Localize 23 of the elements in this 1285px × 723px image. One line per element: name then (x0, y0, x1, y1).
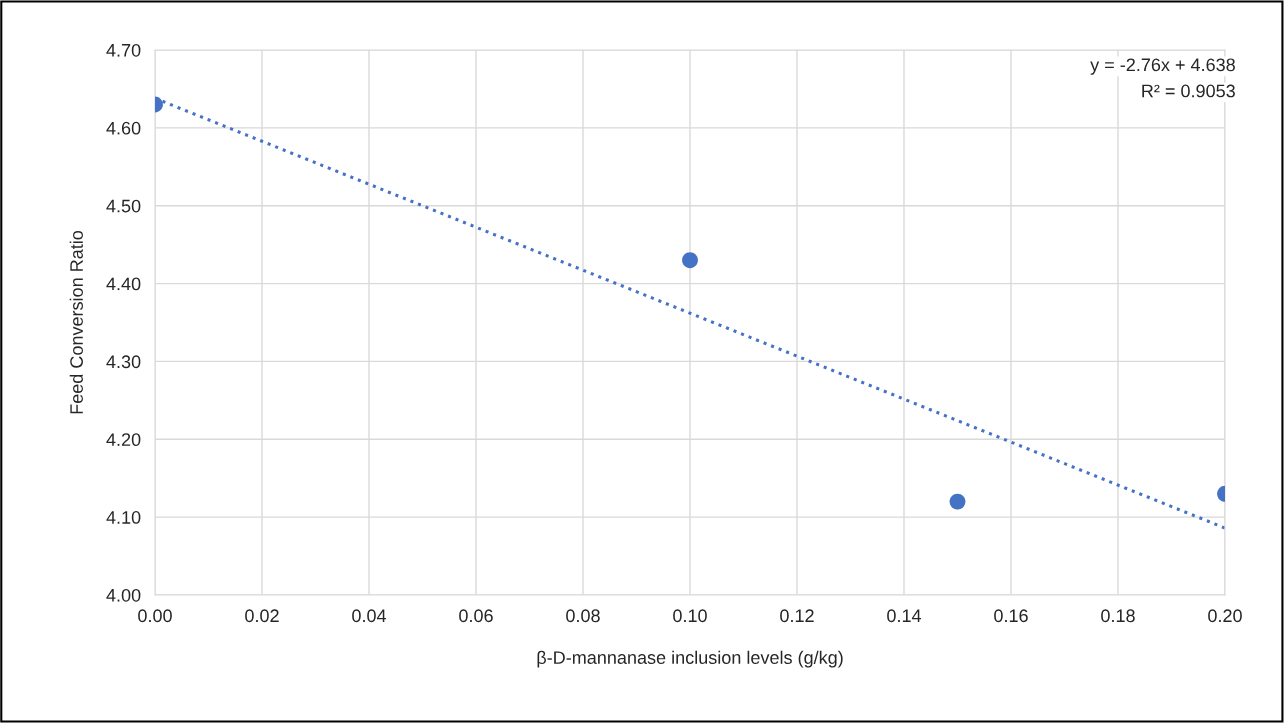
x-tick-label: 0.20 (1208, 609, 1242, 623)
x-tick-label: 0.08 (566, 609, 600, 623)
x-tick-label: 0.18 (1101, 609, 1135, 623)
y-axis-title: Feed Conversion Ratio (69, 230, 83, 414)
x-tick-label: 0.02 (245, 609, 279, 623)
x-tick-label: 0.06 (459, 609, 493, 623)
y-tick-label: 4.50 (106, 199, 141, 213)
y-tick-label: 4.20 (106, 433, 141, 447)
y-tick-label: 4.10 (106, 511, 141, 524)
y-tick-label: 4.30 (106, 355, 141, 369)
x-axis-title: β-D-mannanase inclusion levels (g/kg) (537, 650, 843, 668)
x-tick-label: 0.12 (780, 609, 814, 623)
y-tick-label: 4.40 (106, 277, 141, 291)
y-tick-label: 4.70 (106, 43, 141, 57)
y-tick-label: 4.60 (106, 121, 141, 135)
x-tick-label: 0.00 (138, 609, 172, 623)
x-tick-label: 0.14 (887, 609, 922, 623)
x-tick-label: 0.10 (673, 609, 707, 623)
annotation: y = -2.76x + 4.638 (1090, 58, 1235, 75)
x-tick-label: 0.16 (994, 609, 1028, 623)
y-tick-label: 4.00 (106, 588, 141, 602)
x-tick-label: 0.04 (352, 609, 387, 623)
annotation: R² = 0.9053 (1142, 84, 1235, 98)
